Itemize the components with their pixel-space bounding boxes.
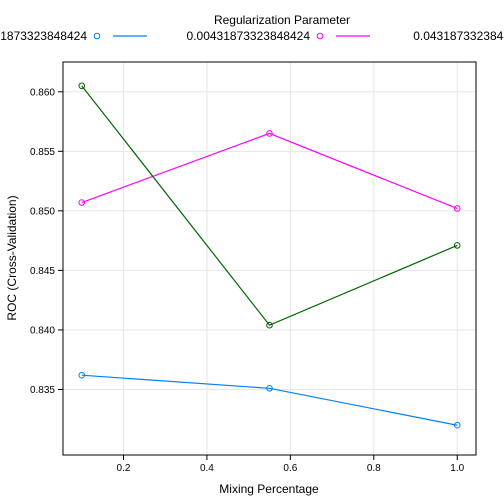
series-line [81, 132, 458, 210]
series-2 [78, 130, 461, 212]
series-group [78, 82, 461, 429]
data-point [78, 371, 86, 379]
legend-item-1: 0.000431873323848424 [0, 29, 147, 43]
data-point [266, 130, 273, 137]
series-3 [78, 82, 461, 329]
y-tick-label: 0.850 [30, 206, 55, 217]
data-point [78, 82, 86, 90]
y-axis-label: ROC (Cross-Validation) [5, 195, 19, 320]
data-point [266, 385, 273, 392]
data-point [453, 205, 461, 212]
x-tick-label: 0.4 [200, 463, 214, 474]
data-point [266, 321, 273, 329]
x-axis: 0.2 0.4 0.6 0.8 1.0 [117, 455, 465, 474]
y-tick-label: 0.835 [30, 385, 55, 396]
y-axis: 0.835 0.840 0.845 0.850 0.855 0.860 [30, 87, 63, 396]
grid-lines [63, 62, 476, 455]
x-tick-label: 0.6 [283, 463, 297, 474]
data-point [78, 199, 86, 206]
data-point [453, 242, 461, 249]
series-1 [78, 371, 461, 429]
plot-frame [62, 61, 477, 456]
y-tick-label: 0.840 [30, 325, 55, 336]
legend-title: Regularization Parameter [214, 13, 350, 27]
series-line [81, 85, 458, 326]
y-tick-label: 0.845 [30, 266, 55, 277]
x-axis-label: Mixing Percentage [219, 482, 319, 496]
y-tick-label: 0.860 [30, 87, 55, 98]
legend: 0.000431873323848424 0.00431873323848424 0… [0, 29, 504, 43]
legend-marker [316, 32, 324, 40]
x-tick-label: 0.8 [367, 463, 381, 474]
legend-label: 0.0431873323848424 [413, 29, 504, 43]
data-point [453, 421, 461, 429]
series-line [81, 374, 458, 426]
legend-label: 0.000431873323848424 [0, 29, 87, 43]
y-tick-label: 0.855 [30, 147, 55, 158]
x-tick-label: 0.2 [117, 463, 131, 474]
legend-label: 0.00431873323848424 [187, 29, 311, 43]
legend-marker [93, 32, 101, 40]
x-tick-label: 1.0 [450, 463, 464, 474]
legend-item-3: 0.0431873323848424 [413, 29, 504, 43]
legend-item-2: 0.00431873323848424 [187, 29, 370, 43]
